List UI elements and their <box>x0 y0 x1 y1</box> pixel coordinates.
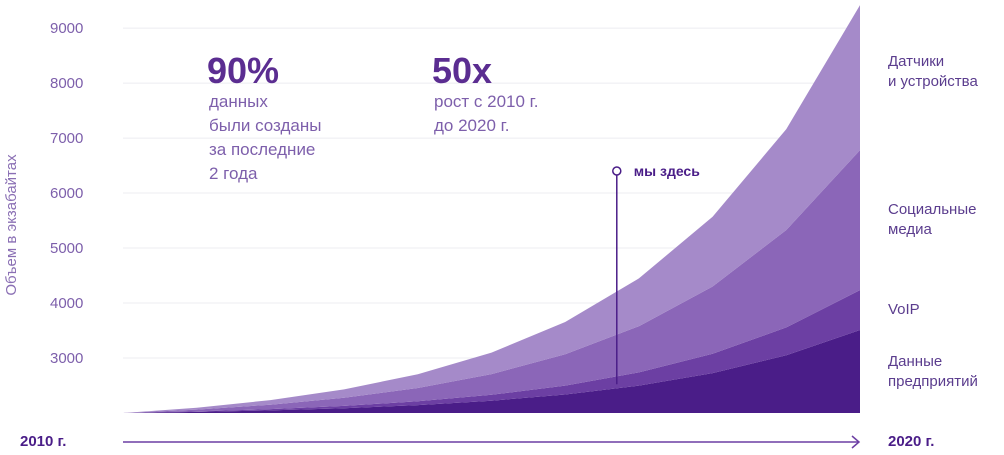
y-tick-label: 6000 <box>50 185 83 202</box>
x-tick-label: 2010 г. <box>20 433 67 450</box>
y-tick-label: 4000 <box>50 295 83 312</box>
legend-label: VoIP <box>888 301 920 319</box>
legend-label: Данные предприятий <box>888 352 978 390</box>
annotation-text: данных были созданы за последние 2 года <box>209 92 322 183</box>
y-tick-label: 7000 <box>50 130 83 147</box>
y-axis-label: Объем в экзабайтах <box>3 154 20 296</box>
x-tick-label: 2020 г. <box>888 433 935 450</box>
marker-label: мы здесь <box>634 163 700 179</box>
annotation-headline: 50x <box>432 50 493 91</box>
area <box>123 150 860 413</box>
legend-label: Датчики и устройства <box>888 53 978 90</box>
annotation-headline: 90% <box>207 50 280 91</box>
y-tick-label: 3000 <box>50 350 83 367</box>
y-tick-label: 5000 <box>50 240 83 257</box>
y-tick-label: 8000 <box>50 75 83 92</box>
y-tick-label: 9000 <box>50 20 83 37</box>
area <box>123 330 860 413</box>
x-axis-arrowhead <box>851 435 861 449</box>
marker-dot <box>612 166 622 176</box>
annotation-text: рост с 2010 г. до 2020 г. <box>434 92 539 135</box>
legend-label: Социальные медиа <box>888 201 977 239</box>
